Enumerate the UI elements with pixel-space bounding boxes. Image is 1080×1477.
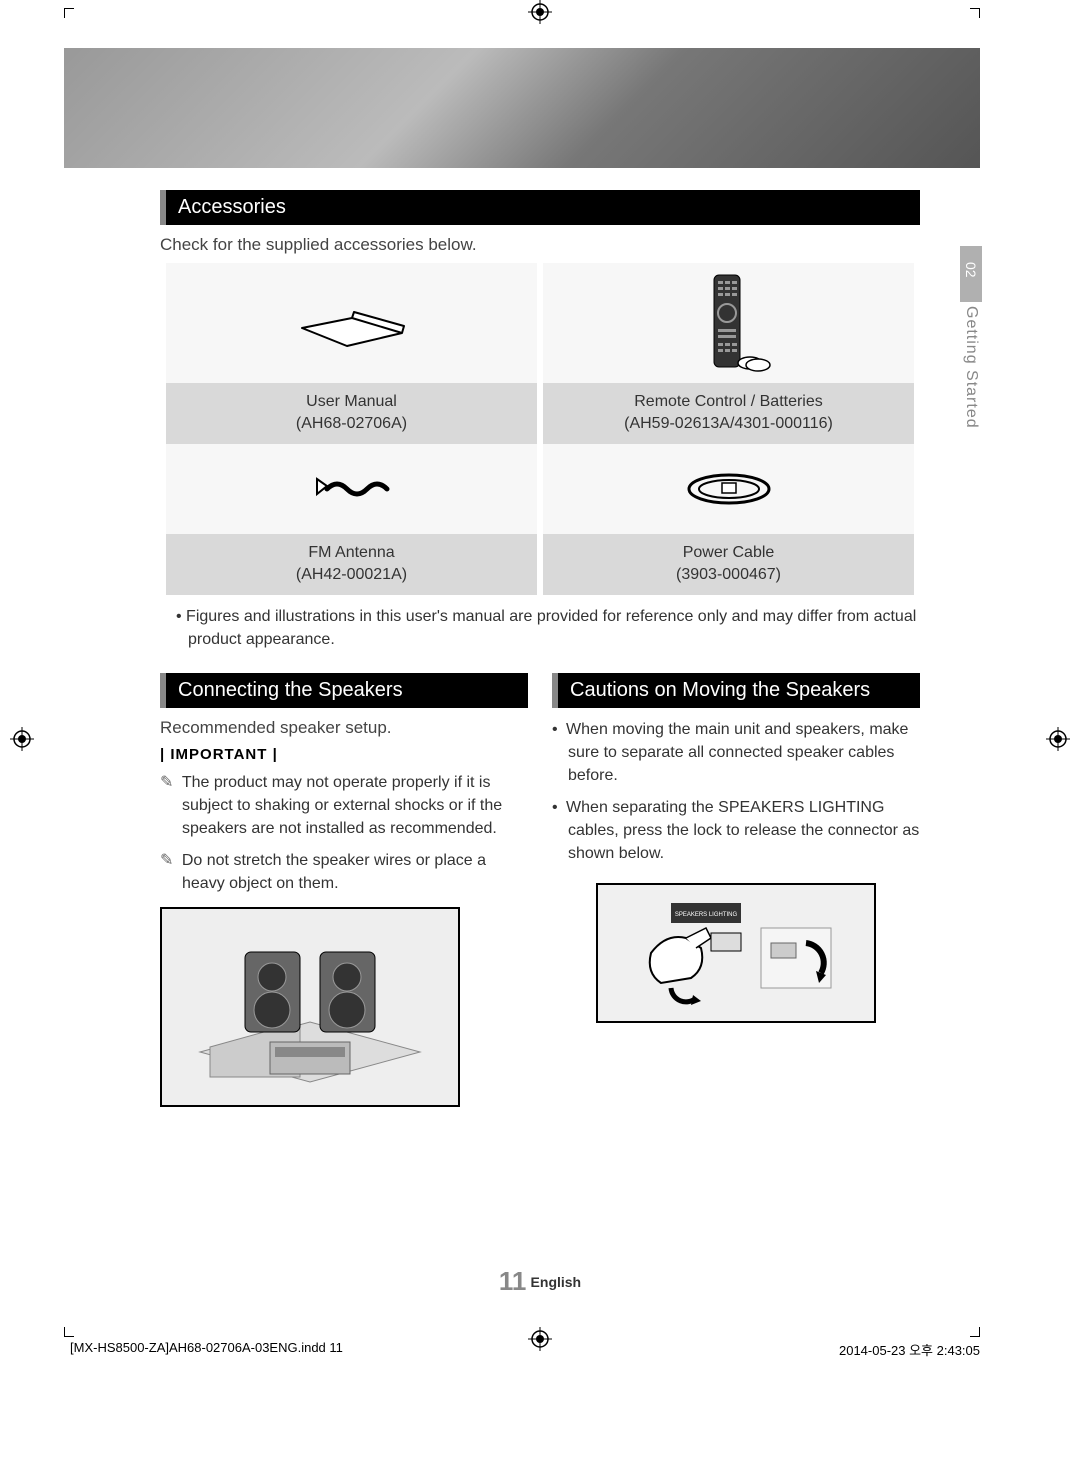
accessory-part: (3903-000467)	[547, 564, 910, 586]
list-item: When moving the main unit and speakers, …	[552, 718, 920, 788]
svg-text:SPEAKERS LIGHTING: SPEAKERS LIGHTING	[675, 912, 738, 918]
page-footer: 11 English	[499, 1266, 581, 1297]
accessories-table: User Manual (AH68-02706A) Remote Control…	[160, 263, 920, 595]
section-header-accessories: Accessories	[160, 190, 920, 225]
print-timestamp: 2014-05-23 오후 2:43:05	[839, 1340, 980, 1359]
cautions-speakers-column: Cautions on Moving the Speakers When mov…	[552, 673, 920, 1107]
header-banner	[64, 48, 980, 168]
list-item: When separating the SPEAKERS LIGHTING ca…	[552, 796, 920, 866]
accessory-image-cell	[543, 444, 914, 534]
registration-mark-icon	[1046, 727, 1070, 751]
important-label: | IMPORTANT |	[160, 746, 528, 763]
crop-mark	[64, 8, 74, 18]
crop-mark	[970, 8, 980, 18]
accessory-label-cell: User Manual (AH68-02706A)	[166, 383, 537, 444]
section-header-connecting: Connecting the Speakers	[160, 673, 528, 708]
side-chapter-title: Getting Started	[962, 306, 980, 429]
accessory-name: FM Antenna	[170, 542, 533, 564]
accessories-intro: Check for the supplied accessories below…	[160, 235, 920, 255]
connecting-bullets: The product may not operate properly if …	[160, 771, 528, 895]
cautions-bullets: When moving the main unit and speakers, …	[552, 718, 920, 865]
accessory-label-cell: Power Cable (3903-000467)	[543, 534, 914, 595]
accessory-part: (AH59-02613A/4301-000116)	[547, 413, 910, 435]
connector-release-illustration: SPEAKERS LIGHTING	[596, 883, 876, 1023]
accessory-image-cell	[166, 263, 537, 383]
fm-antenna-icon	[302, 464, 402, 514]
side-chapter-label: 02 Getting Started	[960, 246, 982, 429]
accessory-part: (AH68-02706A)	[170, 413, 533, 435]
accessory-label-cell: FM Antenna (AH42-00021A)	[166, 534, 537, 595]
list-item: The product may not operate properly if …	[160, 771, 528, 841]
side-chapter-number: 02	[960, 246, 979, 278]
accessory-label-cell: Remote Control / Batteries (AH59-02613A/…	[543, 383, 914, 444]
connecting-intro: Recommended speaker setup.	[160, 718, 528, 738]
accessory-image-cell	[166, 444, 537, 534]
list-item: Do not stretch the speaker wires or plac…	[160, 849, 528, 895]
accessories-note: • Figures and illustrations in this user…	[176, 605, 920, 651]
accessory-name: User Manual	[170, 391, 533, 413]
section-header-cautions: Cautions on Moving the Speakers	[552, 673, 920, 708]
accessory-image-cell	[543, 263, 914, 383]
print-meta: [MX-HS8500-ZA]AH68-02706A-03ENG.indd 11 …	[70, 1340, 980, 1359]
print-file: [MX-HS8500-ZA]AH68-02706A-03ENG.indd 11	[70, 1340, 343, 1359]
connecting-speakers-column: Connecting the Speakers Recommended spea…	[160, 673, 528, 1107]
accessory-name: Power Cable	[547, 542, 910, 564]
crop-mark	[64, 1327, 74, 1337]
user-manual-icon	[292, 288, 412, 358]
crop-mark	[970, 1327, 980, 1337]
accessory-name: Remote Control / Batteries	[547, 391, 910, 413]
power-cable-icon	[674, 469, 784, 509]
remote-control-icon	[684, 273, 774, 373]
page-language: English	[531, 1274, 582, 1290]
accessory-part: (AH42-00021A)	[170, 564, 533, 586]
page-number: 11	[499, 1266, 527, 1296]
speaker-setup-illustration	[160, 907, 460, 1107]
registration-mark-icon	[10, 727, 34, 751]
registration-mark-icon	[528, 0, 552, 24]
